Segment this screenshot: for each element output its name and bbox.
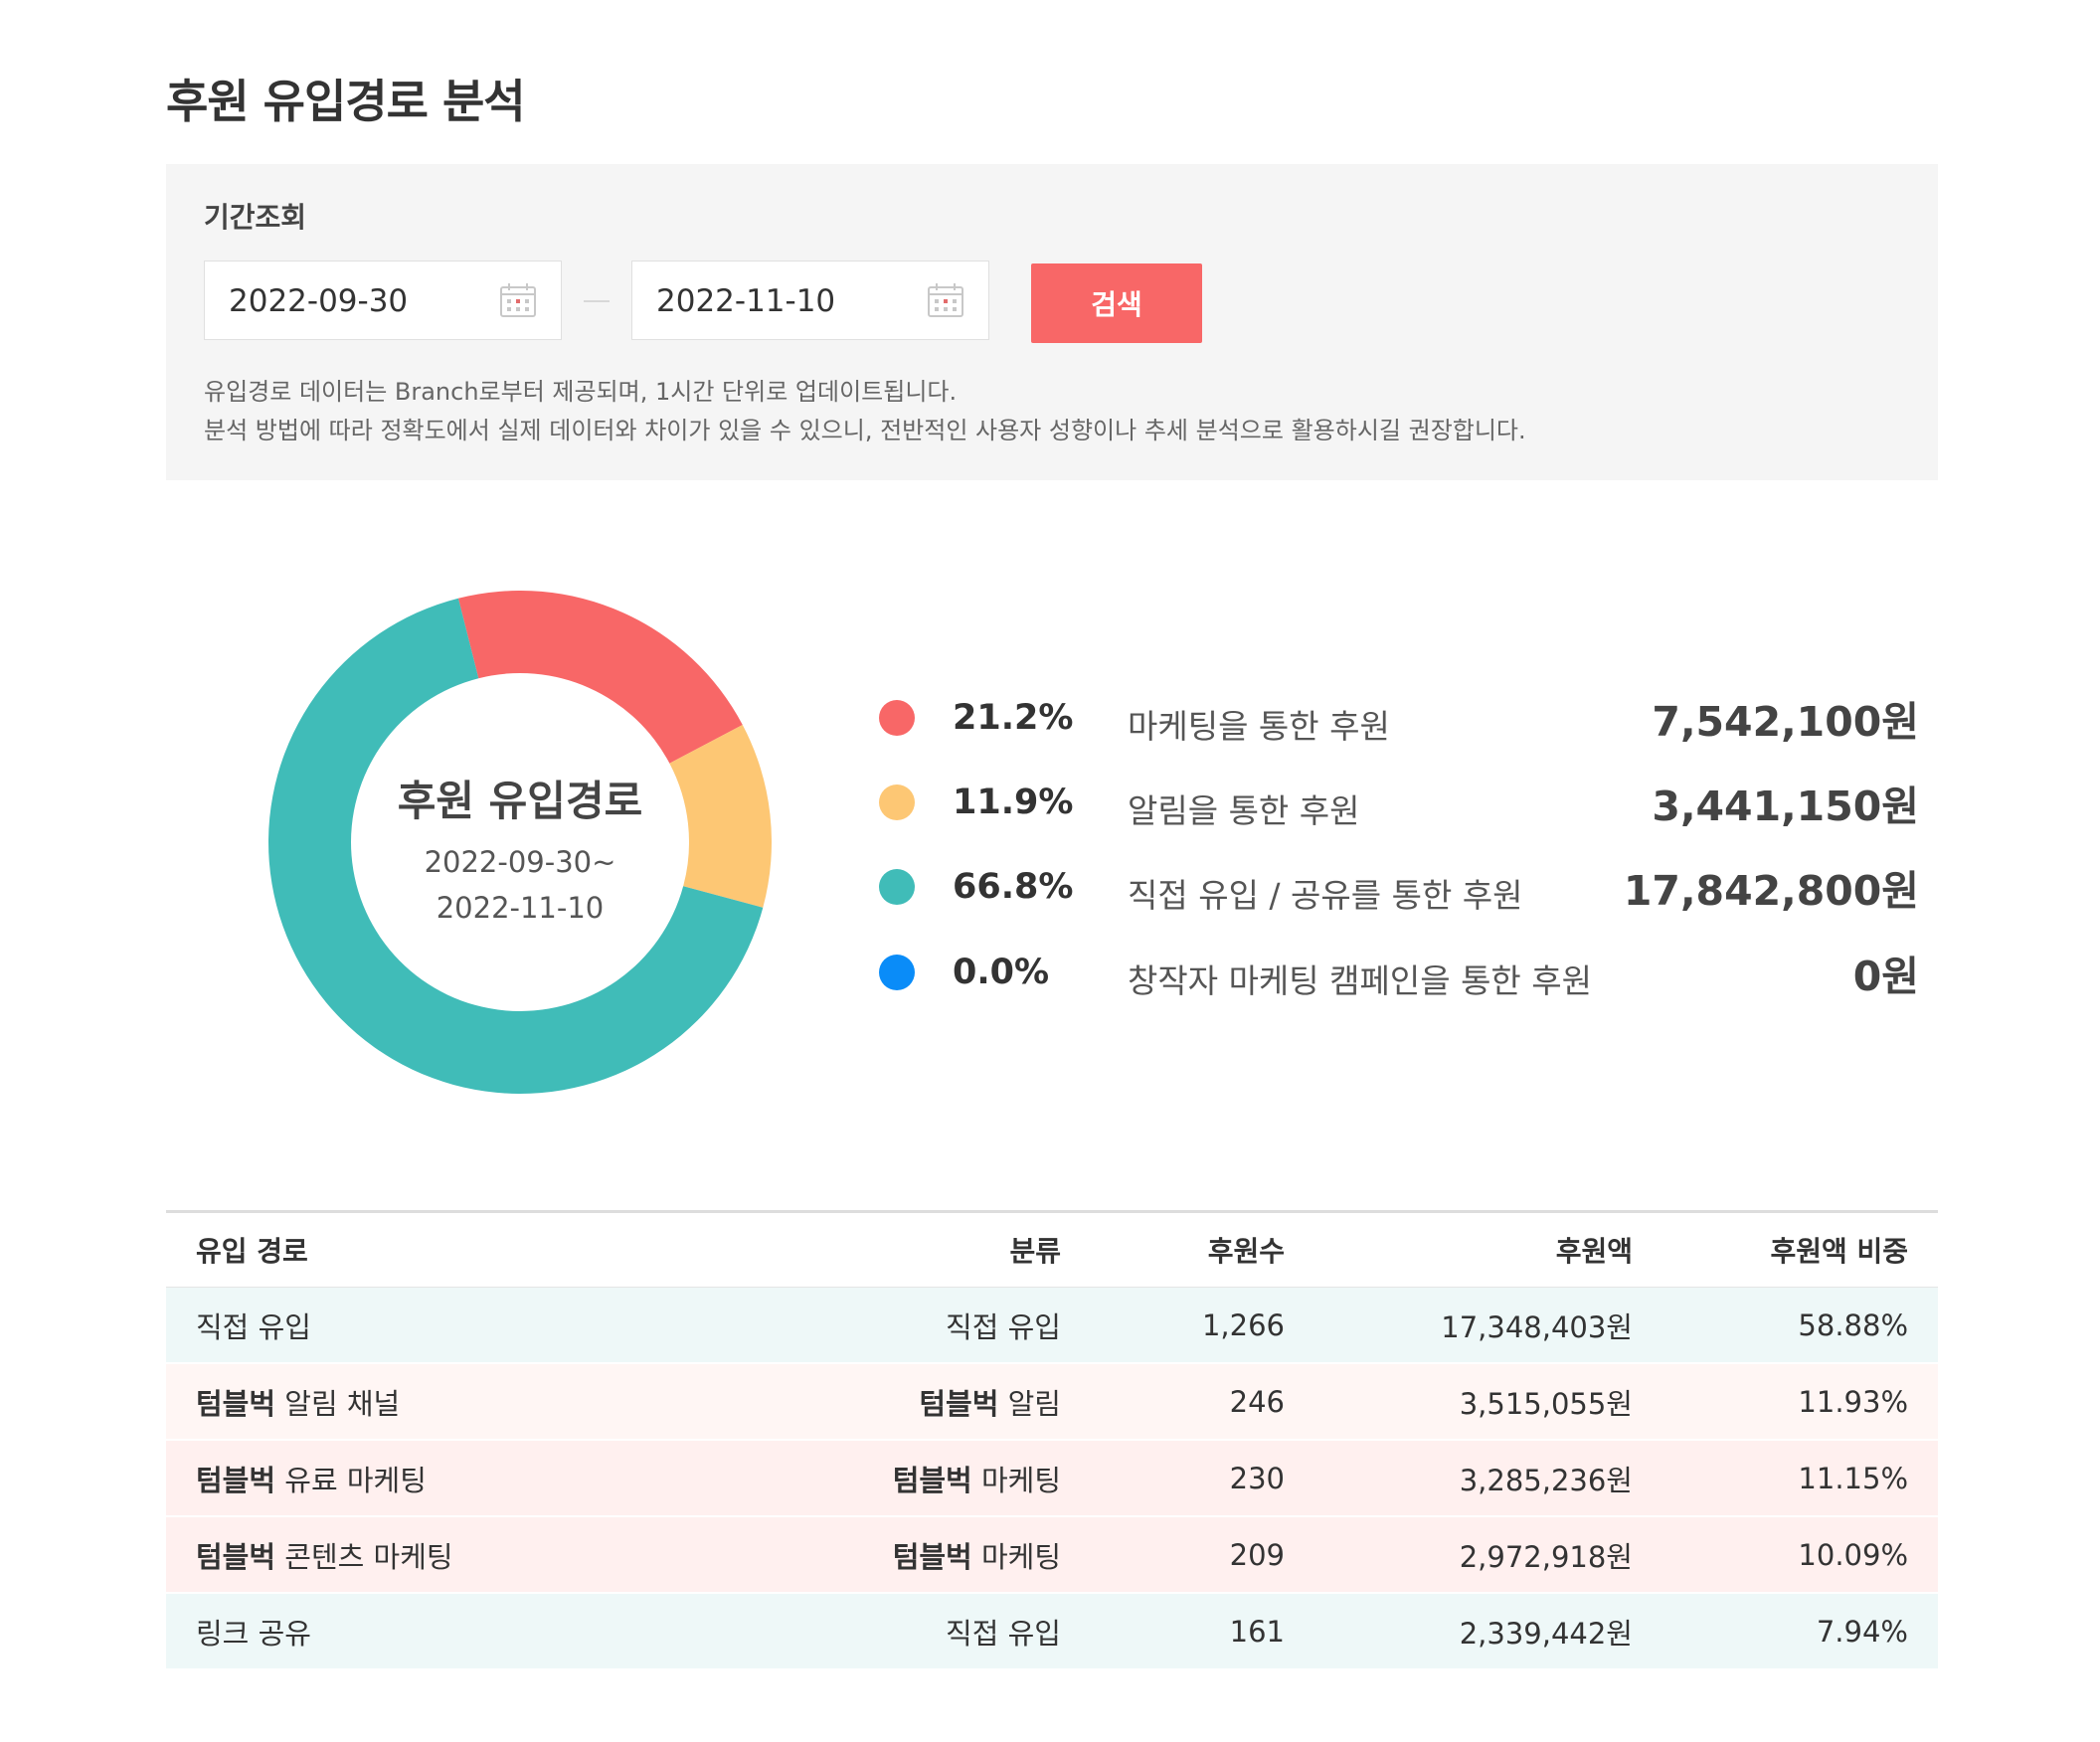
legend-dot [879, 955, 915, 990]
table-row: 직접 유입 직접 유입 1,266 17,348,403원 58.88% [166, 1287, 1938, 1364]
cell-share: 11.93% [1662, 1363, 1938, 1441]
cell-count: 246 [1091, 1363, 1314, 1441]
cell-category: 직접 유입 [783, 1593, 1091, 1670]
legend-percent: 66.8% [953, 867, 1074, 907]
cell-share: 7.94% [1662, 1593, 1938, 1670]
cell-source-text: 링크 공유 [196, 1616, 311, 1651]
cell-category-text: 직접 유입 [946, 1616, 1061, 1651]
calendar-icon[interactable] [927, 282, 964, 322]
cell-source-brand: 텀블벅 [196, 1539, 276, 1574]
cell-category-text: 알림 [998, 1386, 1061, 1421]
cell-count: 161 [1091, 1593, 1314, 1670]
cell-share: 10.09% [1662, 1516, 1938, 1594]
cell-source: 텀블벅 알림 채널 [166, 1363, 783, 1441]
filter-label: 기간조회 [204, 201, 307, 234]
cell-category: 텀블벅 마케팅 [783, 1440, 1091, 1517]
column-header-source: 유입 경로 [166, 1211, 783, 1288]
filter-panel: 기간조회 2022-09-30 2022-11-10 [166, 164, 1938, 480]
legend-item: 21.2% 마케팅을 통한 후원 7,542,100원 [875, 688, 1919, 748]
cell-source-text: 콘텐츠 마케팅 [275, 1539, 453, 1574]
legend-label: 직접 유입 / 공유를 통한 후원 [1128, 876, 1523, 915]
search-button[interactable]: 검색 [1031, 263, 1202, 343]
notice-line-2: 분석 방법에 따라 정확도에서 실제 데이터와 차이가 있을 수 있으니, 전반… [204, 417, 1526, 444]
donut-center: 후원 유입경로 2022-09-30~ 2022-11-10 [268, 591, 772, 1094]
donut-slice-0 [457, 591, 743, 764]
legend-percent: 11.9% [953, 783, 1074, 822]
cell-category: 직접 유입 [783, 1287, 1091, 1364]
donut-title: 후원 유입경로 [397, 777, 643, 825]
legend-item: 66.8% 직접 유입 / 공유를 통한 후원 17,842,800원 [875, 857, 1919, 917]
cell-source-text: 알림 채널 [275, 1386, 401, 1421]
cell-category-text: 직접 유입 [946, 1309, 1061, 1344]
cell-category: 텀블벅 알림 [783, 1363, 1091, 1441]
cell-category-text: 마케팅 [971, 1539, 1061, 1574]
start-date-value: 2022-09-30 [229, 283, 409, 319]
donut-slice-2 [268, 598, 764, 1094]
donut-slice-1 [669, 724, 772, 908]
table-row: 텀블벅 알림 채널 텀블벅 알림 246 3,515,055원 11.93% [166, 1363, 1938, 1441]
cell-source: 링크 공유 [166, 1593, 783, 1670]
legend-percent: 21.2% [953, 698, 1074, 738]
source-table: 유입 경로 분류 후원수 후원액 후원액 비중 직접 유입 직접 유입 1,26… [166, 1210, 1938, 1670]
legend-dot [879, 700, 915, 736]
cell-count: 230 [1091, 1440, 1314, 1517]
cell-amount: 3,515,055원 [1314, 1363, 1662, 1441]
table-row: 링크 공유 직접 유입 161 2,339,442원 7.94% [166, 1593, 1938, 1670]
donut-chart [268, 591, 772, 1094]
legend-amount: 0원 [1852, 953, 1919, 1000]
legend-dot [879, 869, 915, 905]
column-header-share: 후원액 비중 [1662, 1211, 1938, 1288]
cell-amount: 2,339,442원 [1314, 1593, 1662, 1670]
table-row: 텀블벅 유료 마케팅 텀블벅 마케팅 230 3,285,236원 11.15% [166, 1440, 1938, 1517]
cell-source-brand: 텀블벅 [196, 1463, 276, 1497]
cell-category-brand: 텀블벅 [892, 1539, 972, 1574]
legend-label: 창작자 마케팅 캠페인을 통한 후원 [1128, 961, 1592, 1000]
column-header-amount: 후원액 [1314, 1211, 1662, 1288]
notice-line-1: 유입경로 데이터는 Branch로부터 제공되며, 1시간 단위로 업데이트됩니… [204, 378, 958, 406]
cell-source-brand: 텀블벅 [196, 1386, 276, 1421]
calendar-icon[interactable] [499, 282, 537, 322]
cell-source: 텀블벅 콘텐츠 마케팅 [166, 1516, 783, 1594]
legend-item: 0.0% 창작자 마케팅 캠페인을 통한 후원 0원 [875, 943, 1919, 1002]
legend-amount: 3,441,150원 [1652, 783, 1919, 830]
cell-share: 58.88% [1662, 1287, 1938, 1364]
legend-item: 11.9% 알림을 통한 후원 3,441,150원 [875, 773, 1919, 832]
donut-date-start: 2022-09-30~ [424, 845, 616, 879]
end-date-value: 2022-11-10 [656, 283, 836, 319]
legend-label: 알림을 통한 후원 [1128, 791, 1360, 830]
cell-count: 209 [1091, 1516, 1314, 1594]
date-range-separator [584, 300, 610, 302]
legend-amount: 7,542,100원 [1652, 698, 1919, 746]
cell-category-text: 마케팅 [971, 1463, 1061, 1497]
table-header-row: 유입 경로 분류 후원수 후원액 후원액 비중 [166, 1211, 1938, 1288]
notice-text: 유입경로 데이터는 Branch로부터 제공되며, 1시간 단위로 업데이트됩니… [204, 373, 1526, 450]
cell-category: 텀블벅 마케팅 [783, 1516, 1091, 1594]
start-date-input[interactable]: 2022-09-30 [204, 261, 562, 340]
legend-percent: 0.0% [953, 953, 1050, 992]
column-header-category: 분류 [783, 1211, 1091, 1288]
column-header-count: 후원수 [1091, 1211, 1314, 1288]
page-title: 후원 유입경로 분석 [166, 75, 526, 128]
cell-category-brand: 텀블벅 [919, 1386, 999, 1421]
cell-amount: 2,972,918원 [1314, 1516, 1662, 1594]
donut-date-end: 2022-11-10 [436, 891, 605, 925]
cell-source-text: 직접 유입 [196, 1309, 311, 1344]
cell-share: 11.15% [1662, 1440, 1938, 1517]
legend-amount: 17,842,800원 [1623, 867, 1919, 915]
cell-source: 텀블벅 유료 마케팅 [166, 1440, 783, 1517]
end-date-input[interactable]: 2022-11-10 [631, 261, 989, 340]
legend-label: 마케팅을 통한 후원 [1128, 707, 1390, 746]
cell-count: 1,266 [1091, 1287, 1314, 1364]
cell-category-brand: 텀블벅 [892, 1463, 972, 1497]
cell-amount: 3,285,236원 [1314, 1440, 1662, 1517]
table-row: 텀블벅 콘텐츠 마케팅 텀블벅 마케팅 209 2,972,918원 10.09… [166, 1516, 1938, 1594]
legend-dot [879, 784, 915, 820]
cell-source-text: 유료 마케팅 [275, 1463, 427, 1497]
cell-amount: 17,348,403원 [1314, 1287, 1662, 1364]
cell-source: 직접 유입 [166, 1287, 783, 1364]
